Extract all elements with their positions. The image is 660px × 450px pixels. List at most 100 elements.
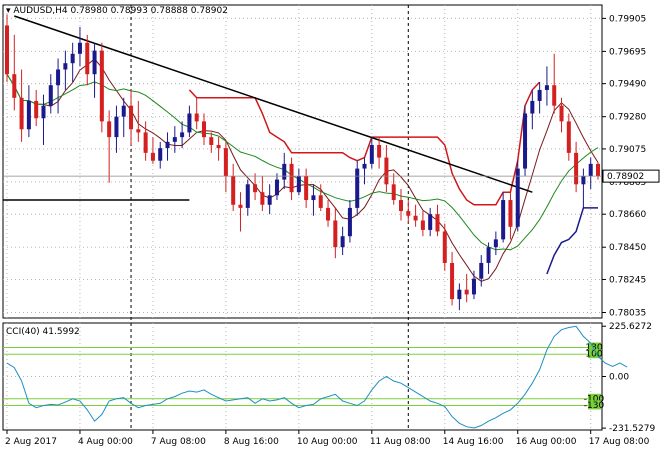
candle: [12, 34, 17, 111]
candle: [413, 204, 418, 227]
cci-level-tag: [588, 349, 601, 359]
candle-body: [566, 121, 571, 153]
candle-body: [223, 148, 228, 177]
price-tick-label: 0.79280: [609, 113, 646, 123]
candle: [19, 69, 24, 142]
candle-body: [129, 105, 134, 130]
candle-body: [114, 116, 119, 138]
candle-body: [304, 176, 309, 201]
candle: [420, 211, 425, 237]
candle-body: [318, 195, 323, 208]
cci-level-tag: [588, 342, 601, 352]
candle-body: [523, 113, 528, 169]
candle: [377, 137, 382, 169]
time-tick-label: 14 Aug 16:00: [443, 437, 504, 447]
cci-tick-label: 225.6272: [609, 322, 652, 332]
candle-body: [493, 239, 498, 248]
candle: [552, 53, 557, 114]
candle-body: [508, 200, 513, 227]
candle-body: [530, 100, 535, 114]
candle-body: [4, 25, 10, 75]
candle-body: [442, 231, 447, 263]
candle-body: [296, 176, 301, 193]
stop-level-blue-line: [546, 207, 598, 275]
candle-body: [143, 132, 148, 153]
candle: [457, 283, 462, 311]
time-tick-label: 10 Aug 00:00: [297, 437, 358, 447]
candle-body: [70, 53, 75, 64]
candle-body: [92, 50, 97, 75]
candle-body: [136, 129, 141, 133]
candle: [165, 132, 170, 161]
candle-body: [384, 157, 389, 185]
candle-body: [537, 89, 542, 101]
candle: [70, 42, 75, 83]
candle: [435, 204, 440, 237]
candle: [595, 162, 601, 180]
candle-body: [333, 220, 338, 248]
candle: [180, 121, 185, 149]
candle: [486, 242, 491, 274]
candle-body: [406, 211, 411, 216]
candle-body: [501, 200, 506, 240]
candle-body: [435, 214, 440, 232]
candle: [92, 42, 97, 98]
candle: [63, 50, 68, 90]
candle: [187, 105, 192, 138]
candle: [223, 141, 228, 193]
candle: [369, 137, 374, 169]
candle-body: [19, 97, 24, 130]
candle: [428, 207, 433, 237]
candle: [581, 168, 586, 208]
candle-body: [428, 214, 433, 230]
candle: [493, 231, 498, 256]
candle-body: [63, 63, 68, 70]
candle-body: [450, 262, 455, 300]
current-price-tag: [602, 169, 660, 183]
candle-body: [457, 289, 462, 300]
candle: [289, 157, 294, 201]
time-tick-label: 8 Aug 16:00: [224, 437, 279, 447]
price-tick-label: 0.78035: [609, 308, 646, 318]
candle: [501, 192, 506, 243]
candle-body: [56, 69, 61, 86]
time-tick-label: 17 Aug 08:00: [589, 437, 650, 447]
candle-body: [340, 236, 345, 248]
candle-body: [289, 163, 294, 193]
price-panel-frame: [2, 4, 603, 319]
candle-body: [34, 100, 39, 119]
candle-body: [231, 176, 236, 205]
candle-body: [362, 163, 367, 169]
candle-body: [595, 163, 601, 177]
candle: [56, 58, 61, 114]
ma-fast-line: [6, 58, 599, 282]
candle-body: [180, 132, 185, 138]
candle: [318, 184, 323, 212]
candle: [48, 74, 53, 114]
cci-level-label: 130: [585, 343, 602, 353]
candle: [121, 97, 126, 138]
candle-body: [216, 144, 221, 149]
candle: [508, 192, 513, 240]
candle: [85, 34, 90, 86]
candle-body: [559, 105, 564, 122]
candle: [150, 137, 155, 164]
candle-body: [41, 105, 46, 119]
candle-body: [464, 289, 469, 295]
candle-body: [99, 50, 104, 122]
candle: [450, 251, 455, 306]
candle: [26, 85, 31, 138]
candle-body: [26, 100, 31, 130]
candle-body: [121, 105, 126, 117]
price-tick-label: 0.79695: [609, 47, 646, 57]
candle: [398, 189, 404, 221]
candle: [333, 207, 338, 259]
candle-body: [158, 148, 163, 161]
cci-line: [6, 325, 628, 429]
cci-level-tag: [588, 400, 601, 410]
candle: [267, 184, 272, 215]
candle: [471, 270, 476, 300]
candle: [99, 42, 104, 133]
candle: [245, 179, 250, 216]
trendline-drawn: [14, 15, 533, 193]
